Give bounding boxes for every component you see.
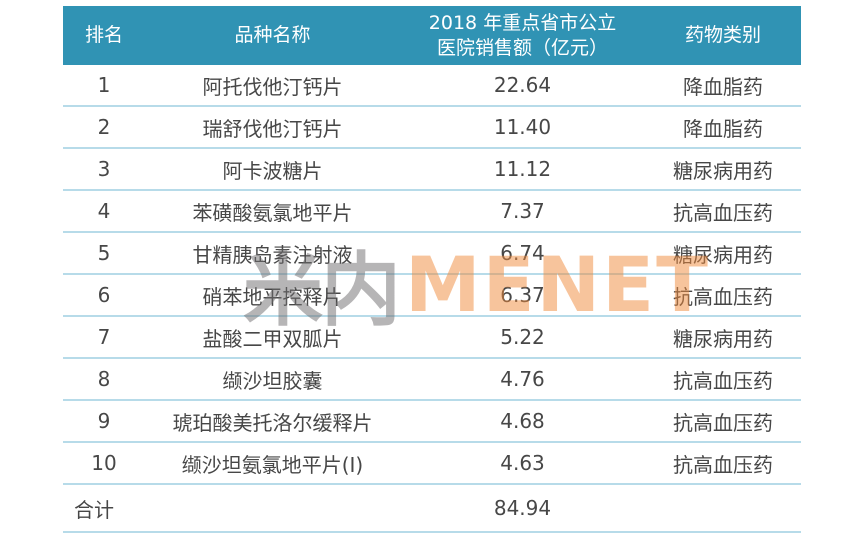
header-name: 品种名称: [234, 24, 311, 47]
category-cell: 糖尿病用药: [673, 326, 773, 351]
header-sales: 2018 年重点省市公立 医院销售额（亿元）: [400, 11, 645, 60]
category-cell: 抗高血压药: [673, 284, 773, 309]
rank-cell: 2: [97, 115, 111, 139]
name-cell: 缬沙坦氨氯地平片(Ⅰ): [181, 452, 364, 477]
rank-cell: 1: [97, 73, 111, 97]
name-cell: 琥珀酸美托洛尔缓释片: [172, 410, 373, 435]
category-cell: 降血脂药: [683, 116, 763, 141]
sales-cell: 5.22: [500, 325, 545, 349]
name-cell: 硝苯地平控释片: [202, 284, 343, 309]
name-cell: 阿托伐他汀钙片: [202, 74, 343, 99]
name-cell: 盐酸二甲双胍片: [202, 326, 343, 351]
table-header-row: 排名 品种名称 2018 年重点省市公立 医院销售额（亿元） 药物类别: [63, 6, 801, 65]
rank-cell: 9: [97, 409, 111, 433]
category-cell: 糖尿病用药: [673, 242, 773, 267]
table-row: 9 琥珀酸美托洛尔缓释片 4.68 抗高血压药: [63, 401, 801, 443]
name-cell: 阿卡波糖片: [222, 158, 323, 183]
sales-cell: 11.12: [493, 157, 552, 181]
header-category: 药物类别: [684, 24, 761, 47]
rank-cell: 7: [97, 325, 111, 349]
name-cell: 甘精胰岛素注射液: [192, 242, 353, 267]
header-sales-line1: 2018 年重点省市公立: [428, 11, 617, 34]
sales-cell: 11.40: [493, 115, 552, 139]
rank-cell: 10: [91, 451, 117, 475]
rank-cell: 3: [97, 157, 111, 181]
sales-cell: 4.68: [500, 409, 545, 433]
rank-cell: 4: [97, 199, 111, 223]
header-rank: 排名: [84, 24, 123, 47]
rank-cell: 6: [97, 283, 111, 307]
category-cell: 抗高血压药: [673, 452, 773, 477]
header-sales-line2: 医院销售额（亿元）: [436, 36, 608, 59]
sales-cell: 7.37: [500, 199, 545, 223]
drug-sales-table: 排名 品种名称 2018 年重点省市公立 医院销售额（亿元） 药物类别 1 阿托…: [63, 6, 801, 533]
name-cell: 缬沙坦胶囊: [222, 368, 323, 393]
sales-cell: 4.63: [500, 451, 545, 475]
table-row: 8 缬沙坦胶囊 4.76 抗高血压药: [63, 359, 801, 401]
rank-cell: 8: [97, 367, 111, 391]
table-total-row: 合计 84.94: [63, 485, 801, 533]
category-cell: 抗高血压药: [673, 410, 773, 435]
name-cell: 瑞舒伐他汀钙片: [202, 116, 343, 141]
table-row: 6 硝苯地平控释片 6.37 抗高血压药: [63, 275, 801, 317]
table-row: 5 甘精胰岛素注射液 6.74 糖尿病用药: [63, 233, 801, 275]
rank-cell: 5: [97, 241, 111, 265]
category-cell: 抗高血压药: [673, 368, 773, 393]
total-sales-cell: 84.94: [493, 496, 552, 520]
name-cell: 苯磺酸氨氯地平片: [192, 200, 353, 225]
table-row: 3 阿卡波糖片 11.12 糖尿病用药: [63, 149, 801, 191]
category-cell: 抗高血压药: [673, 200, 773, 225]
sales-cell: 4.76: [500, 367, 545, 391]
category-cell: 降血脂药: [683, 74, 763, 99]
table-row: 2 瑞舒伐他汀钙片 11.40 降血脂药: [63, 107, 801, 149]
sales-cell: 6.74: [500, 241, 545, 265]
sales-cell: 6.37: [500, 283, 545, 307]
table-row: 10 缬沙坦氨氯地平片(Ⅰ) 4.63 抗高血压药: [63, 443, 801, 485]
table-row: 7 盐酸二甲双胍片 5.22 糖尿病用药: [63, 317, 801, 359]
category-cell: 糖尿病用药: [673, 158, 773, 183]
table-row: 1 阿托伐他汀钙片 22.64 降血脂药: [63, 65, 801, 107]
table-row: 4 苯磺酸氨氯地平片 7.37 抗高血压药: [63, 191, 801, 233]
total-label-cell: 合计: [74, 497, 114, 522]
sales-cell: 22.64: [493, 73, 552, 97]
